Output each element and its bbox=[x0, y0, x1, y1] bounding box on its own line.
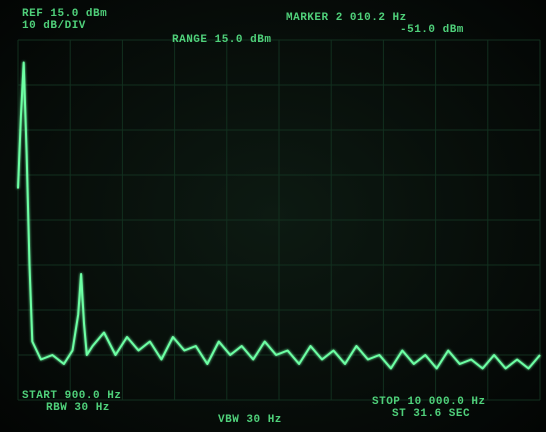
screen-annotation: RANGE 15.0 dBm bbox=[172, 34, 271, 46]
screen-annotation: STOP 10 000.0 Hz bbox=[372, 396, 486, 408]
screen-annotation: START 900.0 Hz bbox=[22, 390, 121, 402]
screen-annotation: RBW 30 Hz bbox=[46, 402, 110, 414]
screen-annotation: REF 15.0 dBm bbox=[22, 8, 107, 20]
screen-annotation: VBW 30 Hz bbox=[218, 414, 282, 426]
screen-annotation: 10 dB/DIV bbox=[22, 20, 86, 32]
screen-annotation: ST 31.6 SEC bbox=[392, 408, 470, 420]
page: {"chart_data": { "type": "line", "annota… bbox=[0, 0, 546, 432]
screen-annotation: -51.0 dBm bbox=[400, 24, 464, 36]
analyzer-screen: REF 15.0 dBm10 dB/DIV RANGE 15.0 dBm MARKE… bbox=[0, 0, 546, 432]
screen-annotation: MARKER 2 010.2 Hz bbox=[286, 12, 407, 24]
screen-background bbox=[0, 0, 546, 432]
